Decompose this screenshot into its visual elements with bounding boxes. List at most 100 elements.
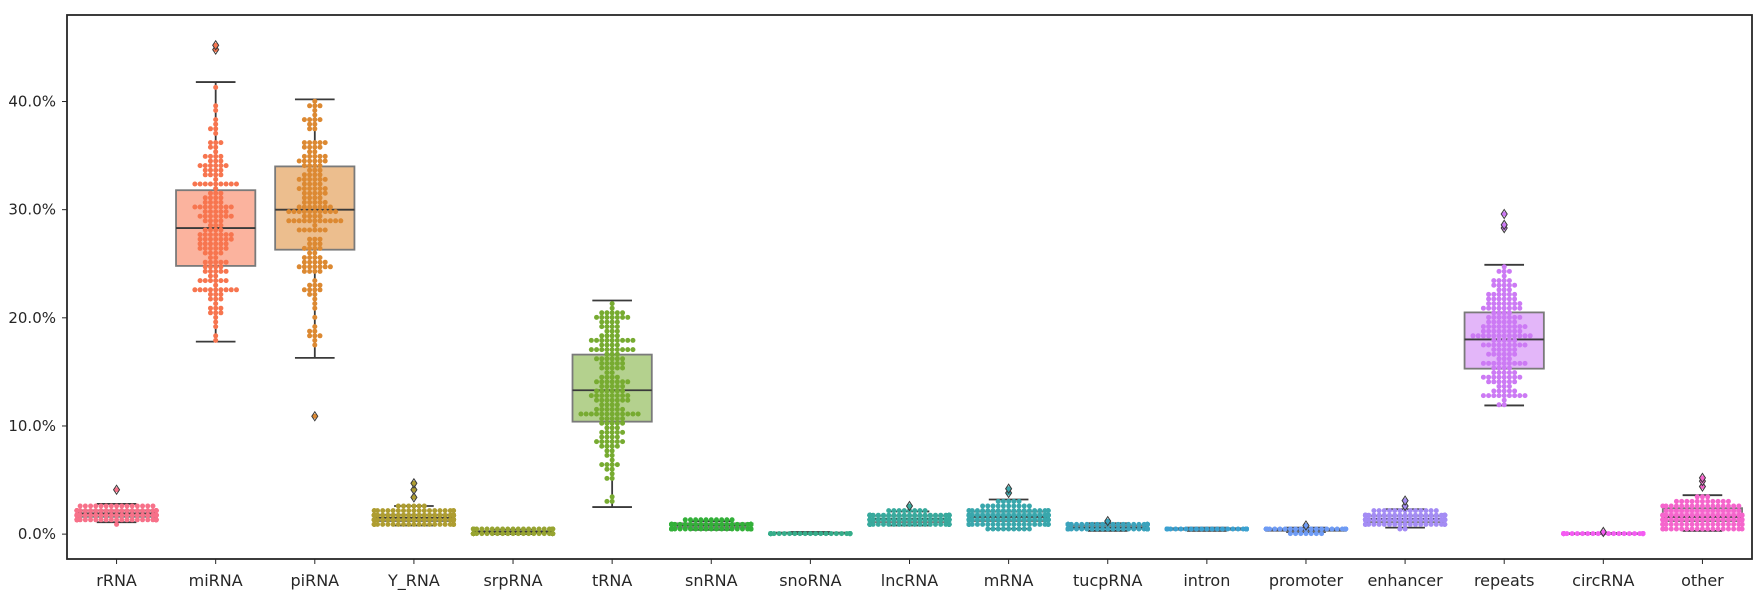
swarm-point	[1089, 526, 1095, 532]
swarm-point	[1506, 296, 1512, 302]
category-rrna	[74, 484, 159, 527]
swarm-point	[995, 526, 1001, 532]
swarm-point	[427, 512, 433, 518]
swarm-point	[401, 503, 407, 509]
swarm-point	[526, 531, 532, 537]
swarm-point	[1006, 512, 1012, 518]
swarm-point	[312, 112, 318, 118]
swarm-point	[1491, 351, 1497, 357]
swarm-point	[719, 517, 725, 523]
swarm-point	[1501, 264, 1507, 270]
swarm-point	[739, 526, 745, 532]
swarm-point	[312, 342, 318, 348]
swarm-point	[1715, 517, 1721, 523]
swarm-point	[604, 370, 610, 376]
swarm-point	[797, 531, 803, 537]
y-tick-label: 30.0%	[8, 201, 56, 219]
swarm-point	[1496, 282, 1502, 288]
swarm-point	[1100, 526, 1106, 532]
swarm-point	[228, 204, 234, 210]
swarm-point	[442, 508, 448, 514]
swarm-point	[609, 370, 615, 376]
swarm-point	[1496, 324, 1502, 330]
swarm-point	[1021, 521, 1027, 527]
swarm-point	[317, 282, 323, 288]
swarm-point	[218, 158, 224, 164]
swarm-point	[1506, 278, 1512, 284]
swarm-point	[599, 347, 605, 353]
swarm-point	[93, 503, 99, 509]
swarm-point	[1512, 333, 1518, 339]
swarm-point	[385, 512, 391, 518]
swarm-point	[1684, 526, 1690, 532]
outlier-marker	[1401, 495, 1409, 506]
swarm-point	[218, 241, 224, 247]
swarm-point	[301, 158, 307, 164]
category-lncrna	[867, 500, 952, 527]
swarm-point	[88, 503, 94, 509]
swarm-point	[1026, 521, 1032, 527]
swarm-point	[974, 517, 980, 523]
swarm-point	[609, 337, 615, 343]
swarm-point	[1725, 508, 1731, 514]
swarm-point	[614, 374, 620, 380]
swarm-point	[207, 209, 213, 215]
swarm-point	[312, 140, 318, 146]
swarm-point	[604, 420, 610, 426]
swarm-point	[974, 508, 980, 514]
swarm-point	[1037, 512, 1043, 518]
swarm-point	[207, 236, 213, 242]
swarm-point	[594, 397, 600, 403]
swarm-point	[1512, 337, 1518, 343]
swarm-point	[980, 512, 986, 518]
swarm-point	[213, 291, 219, 297]
swarm-point	[301, 144, 307, 150]
swarm-point	[938, 512, 944, 518]
swarm-point	[1032, 512, 1038, 518]
swarm-point	[891, 517, 897, 523]
swarm-point	[1433, 521, 1439, 527]
swarm-point	[729, 521, 735, 527]
swarm-point	[1491, 291, 1497, 297]
swarm-point	[604, 333, 610, 339]
swarm-point	[505, 526, 511, 532]
swarm-point	[990, 508, 996, 514]
outlier-marker	[311, 410, 319, 422]
swarm-point	[494, 531, 500, 537]
swarm-point	[411, 503, 417, 509]
swarm-point	[202, 232, 208, 238]
swarm-point	[301, 227, 307, 233]
swarm-point	[153, 517, 159, 523]
swarm-point	[153, 512, 159, 518]
swarm-point	[609, 310, 615, 316]
swarm-point	[1501, 282, 1507, 288]
swarm-point	[380, 517, 386, 523]
swarm-point	[312, 287, 318, 293]
swarm-point	[213, 314, 219, 320]
outlier-marker	[1302, 520, 1310, 531]
swarm-point	[1392, 512, 1398, 518]
swarm-point	[421, 503, 427, 509]
swarm-point	[818, 531, 824, 537]
swarm-point	[82, 508, 88, 514]
swarm-point	[1512, 388, 1518, 394]
swarm-point	[207, 255, 213, 261]
swarm-point	[1178, 526, 1184, 532]
swarm-point	[719, 521, 725, 527]
swarm-point	[609, 360, 615, 366]
swarm-point	[614, 310, 620, 316]
swarm-point	[1386, 508, 1392, 514]
swarm-point	[1522, 333, 1528, 339]
swarm-point	[1506, 333, 1512, 339]
swarm-point	[421, 512, 427, 518]
swarm-point	[432, 512, 438, 518]
swarm-point	[307, 287, 313, 293]
swarm-point	[1183, 526, 1189, 532]
swarm-point	[1501, 379, 1507, 385]
swarm-point	[1011, 512, 1017, 518]
swarm-point	[207, 291, 213, 297]
swarm-point	[1506, 287, 1512, 293]
swarm-point	[599, 374, 605, 380]
swarm-point	[1501, 324, 1507, 330]
swarm-point	[1506, 379, 1512, 385]
